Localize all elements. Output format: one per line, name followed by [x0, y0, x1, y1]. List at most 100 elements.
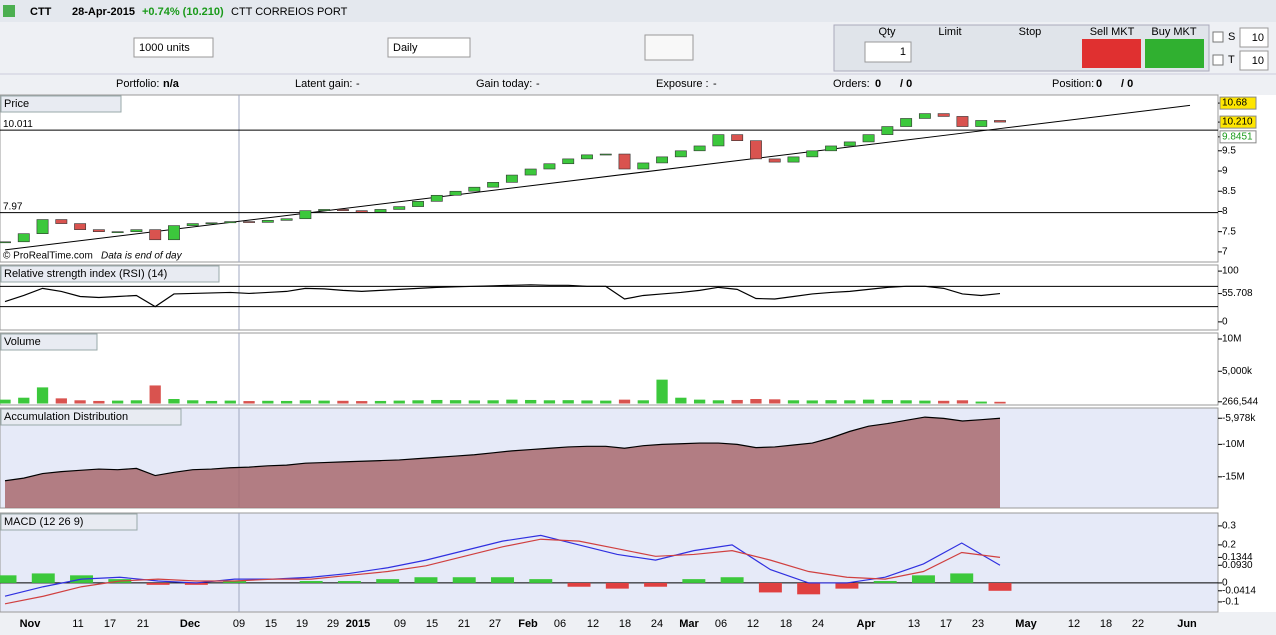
y-tick-label: -5,978k: [1222, 413, 1256, 424]
sell-button[interactable]: [1082, 39, 1141, 68]
date: 28-Apr-2015: [72, 6, 135, 18]
candle: [656, 156, 669, 164]
candle: [0, 241, 11, 244]
candle: [318, 209, 331, 211]
volume-bar: [93, 400, 105, 404]
candle: [280, 218, 293, 221]
x-tick-label: 11: [72, 618, 83, 630]
stop-label: Stop: [1019, 26, 1042, 38]
x-tick-label: 06: [554, 618, 566, 630]
exposure-label: Exposure :: [656, 78, 709, 90]
volume-bar: [994, 401, 1006, 404]
volume-bar: [562, 400, 574, 404]
volume-bar: [825, 400, 837, 404]
y-tick-label: 100: [1222, 266, 1239, 277]
histogram-bar: [452, 577, 476, 583]
candle: [374, 209, 387, 213]
candle: [843, 141, 856, 147]
volume-bar: [600, 400, 612, 404]
candle: [862, 134, 875, 143]
histogram-bar: [720, 577, 744, 583]
position-total: / 0: [1121, 78, 1133, 90]
instrument-name: CTT CORREIOS PORT: [231, 6, 348, 18]
volume-bar: [280, 400, 293, 404]
volume-bar: [769, 399, 781, 404]
x-axis-bg: [0, 612, 1276, 635]
s-input[interactable]: [1239, 27, 1269, 48]
volume-bar: [938, 400, 950, 404]
candle: [674, 150, 687, 158]
y-tick-box: [1219, 130, 1257, 144]
candle: [487, 182, 500, 188]
volume-bar: [487, 400, 499, 404]
qty-input[interactable]: [864, 41, 912, 63]
volume-bar: [149, 385, 161, 404]
period-value: Daily: [393, 42, 418, 54]
x-tick-label: 21: [458, 618, 470, 630]
volume-bar: [337, 400, 349, 404]
buy-button[interactable]: [1145, 39, 1204, 68]
units-select[interactable]: [133, 37, 214, 58]
histogram-bar: [567, 582, 591, 587]
candle: [562, 158, 575, 165]
x-tick-label: 19: [296, 618, 308, 630]
y-tick-label: 8.5: [1222, 186, 1236, 197]
candle: [186, 223, 199, 226]
candle: [111, 231, 124, 233]
x-tick-label: 17: [104, 618, 116, 630]
candle: [243, 221, 255, 223]
app-icon: [3, 5, 15, 17]
volume-bar: [449, 400, 462, 404]
latent-label: Latent gain:: [295, 78, 353, 90]
x-tick-label: 18: [619, 618, 631, 630]
histogram-bar: [223, 581, 247, 583]
y-tick-label: 8: [1222, 206, 1228, 217]
pane-title: MACD (12 26 9): [4, 516, 83, 528]
x-tick-label: Nov: [20, 618, 42, 630]
symbol: CTT: [30, 6, 52, 18]
candle: [205, 222, 218, 225]
histogram-bar: [414, 577, 438, 583]
x-tick-label: May: [1015, 618, 1037, 630]
volume-bar: [712, 400, 725, 404]
volume-bar: [74, 400, 86, 404]
x-tick-label: 29: [327, 618, 339, 630]
volume-bar: [55, 398, 67, 404]
credit: © ProRealTime.com: [3, 251, 93, 262]
histogram-bar: [797, 582, 821, 595]
y-tick-label: 0: [1222, 578, 1228, 589]
t-input[interactable]: [1239, 50, 1269, 71]
volume-bar: [412, 400, 424, 404]
volume-bar: [975, 401, 987, 404]
volume-bar: [130, 400, 143, 404]
buy-label: Buy MKT: [1151, 26, 1197, 38]
gain-value: -: [536, 78, 540, 90]
volume-bar: [374, 400, 387, 404]
histogram-bar: [950, 573, 974, 583]
volume-bar: [750, 399, 762, 404]
volume-bar: [675, 397, 687, 404]
histogram-bar: [873, 581, 897, 583]
candle: [581, 154, 593, 160]
t-checkbox[interactable]: [1212, 54, 1224, 66]
histogram-bar: [682, 579, 706, 583]
volume-bar: [618, 399, 631, 404]
level-label: 10.011: [3, 119, 33, 130]
s-checkbox[interactable]: [1212, 31, 1224, 43]
trend-line-extension: [999, 104, 1191, 130]
s-label: S: [1228, 31, 1235, 43]
volume-bar: [693, 399, 706, 404]
level-label: 7.97: [3, 201, 23, 212]
volume-bar: [506, 399, 518, 404]
candle: [261, 220, 274, 223]
x-tick-label: 27: [489, 618, 501, 630]
histogram-bar: [184, 582, 208, 585]
x-tick-label: 2015: [346, 618, 370, 630]
period-select[interactable]: [387, 37, 471, 58]
candle: [975, 120, 988, 127]
candle: [825, 145, 837, 152]
x-tick-label: 17: [940, 618, 952, 630]
chart-type-button[interactable]: [644, 34, 694, 61]
candle: [430, 194, 443, 202]
